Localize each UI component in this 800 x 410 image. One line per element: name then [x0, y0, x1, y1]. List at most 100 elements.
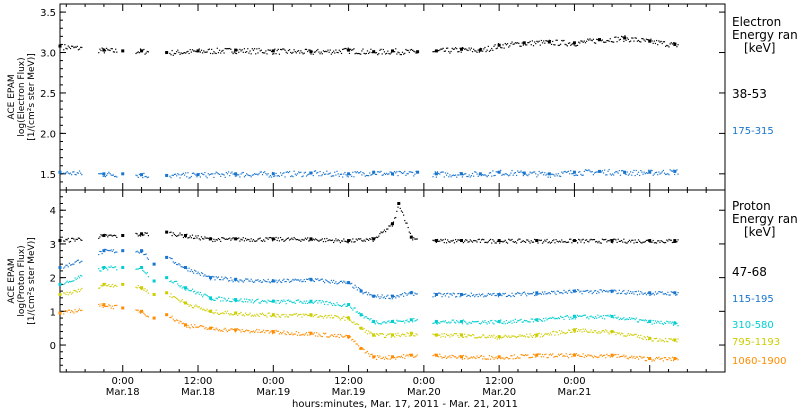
scatter-dot	[470, 47, 472, 49]
scatter-dot	[138, 173, 140, 175]
scatter-dot	[511, 292, 513, 294]
scatter-dot	[241, 49, 243, 51]
scatter-dot	[618, 170, 620, 172]
scatter-dot	[381, 232, 383, 234]
scatter-dot	[412, 239, 414, 241]
scatter-dot	[467, 358, 469, 360]
scatter-dot	[547, 332, 549, 335]
scatter-dot	[78, 277, 81, 279]
scatter-dot	[614, 289, 616, 291]
scatter-dot	[186, 176, 188, 178]
scatter-dot	[217, 52, 220, 54]
scatter-dot	[343, 315, 345, 318]
scatter-dot	[439, 173, 441, 175]
scatter-dot	[469, 239, 471, 241]
scatter-dot	[672, 169, 675, 171]
scatter-dot	[300, 50, 302, 52]
scatter-dot	[313, 314, 316, 316]
scatter-dot	[205, 51, 207, 53]
scatter-dot	[368, 239, 370, 241]
scatter-dot	[578, 238, 580, 241]
scatter-dot	[109, 250, 111, 252]
scatter-dot	[588, 241, 590, 243]
scatter-dot	[172, 295, 174, 298]
scatter-dot	[187, 237, 189, 239]
scatter-dot	[416, 354, 418, 356]
scatter-dot	[357, 324, 360, 326]
scatter-dot	[391, 225, 393, 227]
scatter-dot	[264, 300, 266, 302]
scatter-dot	[218, 173, 221, 176]
scatter-dot	[372, 240, 374, 242]
scatter-dot	[631, 334, 633, 336]
scatter-dot	[500, 336, 502, 338]
scatter-dot	[190, 51, 192, 53]
scatter-dot	[449, 241, 451, 243]
scatter-dot	[311, 172, 313, 174]
scatter-dot	[189, 290, 191, 292]
scatter-dot	[653, 173, 655, 175]
scatter-dot	[505, 320, 508, 322]
scatter-dot	[308, 331, 310, 333]
scatter-dot	[349, 283, 352, 285]
scatter-dot	[584, 314, 587, 316]
scatter-dot	[483, 296, 485, 298]
scatter-dot	[171, 258, 173, 260]
scatter-dot	[342, 48, 344, 51]
scatter-dot	[285, 51, 287, 53]
scatter-dot	[532, 353, 535, 355]
scatter-dot	[620, 170, 623, 172]
scatter-dot	[515, 242, 518, 244]
scatter-dot	[340, 305, 343, 307]
scatter-dot	[486, 323, 488, 325]
scatter-dot	[488, 172, 491, 174]
scatter-dot	[325, 301, 327, 303]
scatter-dot	[213, 328, 215, 330]
scatter-dot	[615, 36, 617, 38]
scatter-dot	[442, 171, 444, 173]
scatter-dot	[303, 314, 305, 316]
scatter-dot	[316, 278, 318, 281]
scatter-dot	[583, 40, 585, 42]
scatter-dot	[145, 253, 147, 255]
scatter-dot	[73, 289, 75, 292]
scatter-dot	[302, 239, 304, 241]
scatter-dot	[256, 48, 258, 50]
scatter-dot	[541, 335, 544, 338]
data-point	[497, 355, 501, 359]
scatter-dot	[330, 175, 332, 177]
scatter-dot	[412, 354, 414, 356]
scatter-dot	[246, 298, 248, 300]
scatter-dot	[451, 240, 453, 242]
scatter-dot	[632, 239, 634, 241]
scatter-dot	[645, 294, 648, 296]
scatter-dot	[642, 241, 644, 243]
scatter-dot	[338, 49, 340, 51]
scatter-dot	[441, 171, 443, 173]
scatter-dot	[436, 355, 439, 357]
scatter-dot	[493, 323, 495, 325]
scatter-dot	[617, 292, 619, 294]
scatter-dot	[294, 333, 296, 335]
scatter-dot	[373, 356, 375, 359]
scatter-dot	[208, 298, 211, 300]
scatter-dot	[401, 293, 404, 295]
scatter-dot	[104, 50, 107, 52]
scatter-dot	[478, 238, 480, 240]
scatter-dot	[544, 291, 546, 293]
scatter-dot	[495, 294, 497, 297]
scatter-dot	[548, 39, 550, 41]
scatter-dot	[397, 51, 399, 53]
scatter-dot	[630, 356, 632, 359]
scatter-dot	[677, 239, 679, 241]
scatter-dot	[611, 173, 614, 175]
scatter-dot	[544, 239, 546, 241]
scatter-dot	[512, 319, 514, 321]
scatter-dot	[452, 355, 454, 357]
scatter-dot	[384, 173, 387, 175]
scatter-dot	[478, 293, 480, 295]
scatter-dot	[144, 272, 146, 274]
scatter-dot	[572, 240, 574, 242]
data-point	[535, 333, 539, 337]
scatter-dot	[554, 175, 556, 177]
